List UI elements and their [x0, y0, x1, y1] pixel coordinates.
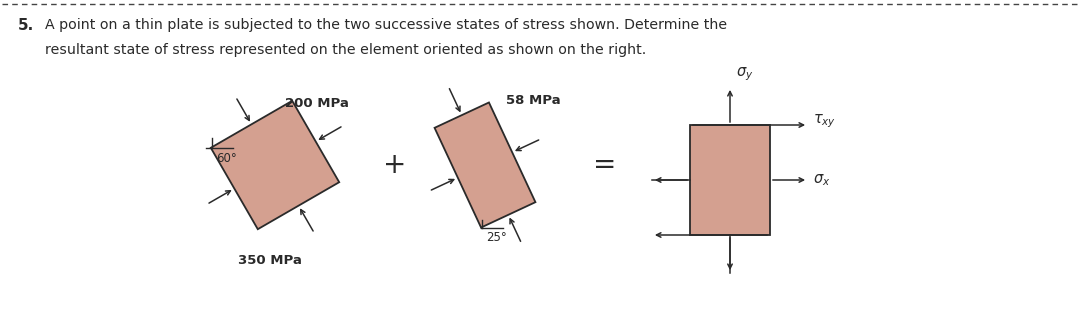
Text: $\tau_{xy}$: $\tau_{xy}$	[813, 112, 836, 130]
Text: $\sigma_y$: $\sigma_y$	[735, 65, 754, 83]
Text: $\sigma_x$: $\sigma_x$	[813, 172, 831, 188]
Text: A point on a thin plate is subjected to the two successive states of stress show: A point on a thin plate is subjected to …	[45, 18, 727, 32]
Text: +: +	[383, 151, 407, 179]
Text: 58 MPa: 58 MPa	[505, 94, 561, 107]
Text: 5.: 5.	[18, 18, 35, 33]
Text: 60°: 60°	[216, 152, 237, 165]
Text: =: =	[593, 151, 617, 179]
Text: resultant state of stress represented on the element oriented as shown on the ri: resultant state of stress represented on…	[45, 43, 646, 57]
Bar	[690, 125, 770, 235]
Text: 25°: 25°	[486, 231, 507, 244]
Text: 200 MPa: 200 MPa	[285, 96, 349, 109]
Polygon shape	[211, 101, 339, 229]
Text: 350 MPa: 350 MPa	[238, 254, 302, 267]
Polygon shape	[434, 103, 536, 228]
